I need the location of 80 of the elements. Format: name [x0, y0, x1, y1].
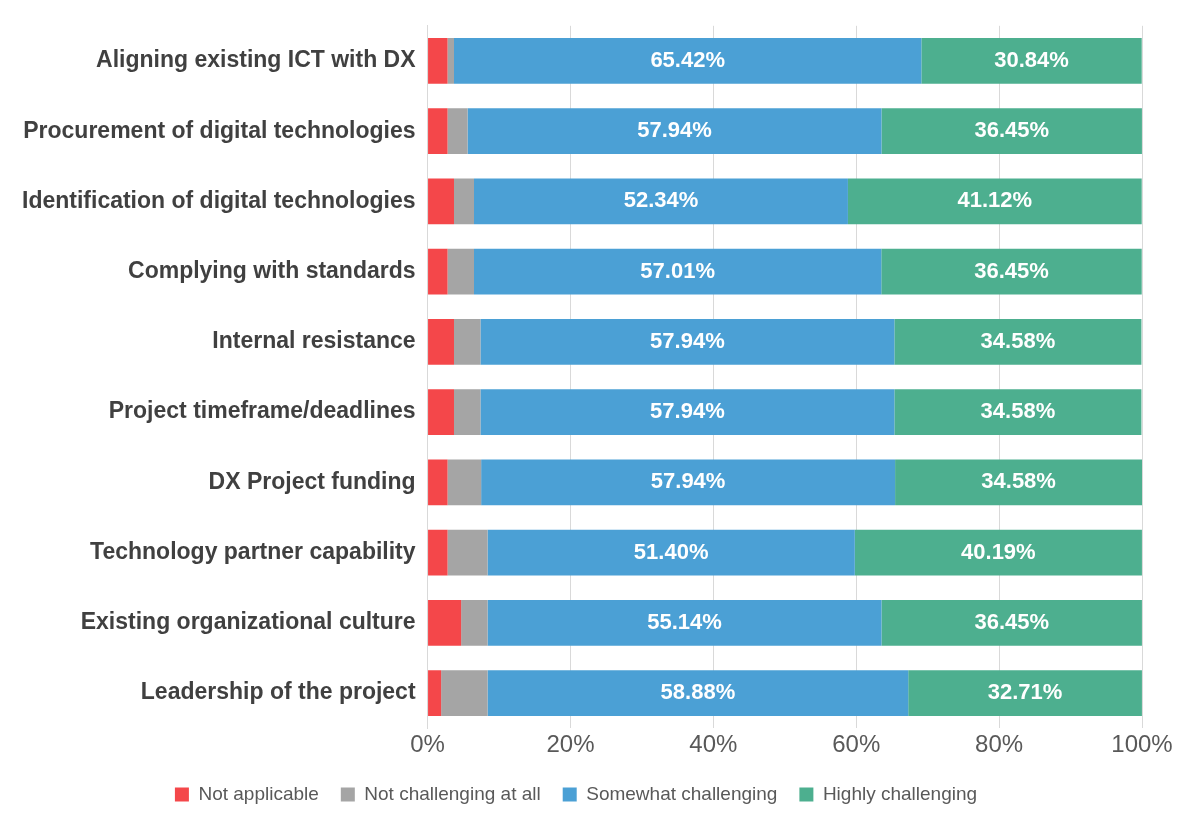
data-label: 34.58%	[980, 398, 1056, 424]
data-label: 30.84%	[994, 46, 1069, 72]
bar	[428, 108, 448, 154]
bar	[447, 38, 454, 84]
bar	[454, 319, 481, 365]
bar	[441, 670, 488, 716]
y-tick-label: Internal resistance	[212, 327, 416, 354]
bar	[480, 319, 895, 365]
data-label: 51.40%	[633, 538, 709, 564]
bar	[908, 670, 1142, 716]
bar	[881, 600, 1142, 646]
data-label: 36.45%	[974, 117, 1050, 143]
bar	[428, 248, 448, 295]
bar	[454, 389, 481, 435]
data-label: 52.34%	[623, 187, 699, 213]
y-tick-label: Aligning existing ICT with DX	[96, 46, 417, 73]
y-tick-label: Identification of digital technologies	[22, 186, 416, 213]
y-tick-label: Project timeframe/deadlines	[108, 397, 416, 424]
bar	[894, 389, 1142, 435]
bar	[847, 178, 1142, 225]
data-label: 34.58%	[981, 468, 1056, 494]
bar	[447, 248, 474, 295]
bar	[921, 38, 1142, 84]
bar	[428, 389, 454, 435]
bar	[480, 389, 895, 435]
y-tick-label: Technology partner capability	[90, 537, 416, 564]
data-label: 57.94%	[650, 468, 726, 494]
bar	[474, 178, 848, 225]
x-tick-label: 0%	[410, 730, 445, 758]
data-label: 34.58%	[980, 327, 1056, 353]
bar	[447, 529, 488, 576]
data-label: 57.01%	[640, 257, 715, 283]
bar	[467, 108, 882, 154]
x-tick-label: 80%	[975, 730, 1024, 758]
bar	[461, 600, 488, 646]
legend-label: Somewhat challenging	[586, 782, 778, 804]
bar	[894, 319, 1142, 365]
legend-label: Not challenging at all	[364, 782, 541, 804]
data-label: 41.12%	[957, 187, 1033, 213]
bar	[428, 178, 454, 225]
data-label: 36.45%	[974, 608, 1050, 634]
data-label: 32.71%	[987, 679, 1063, 705]
data-label: 65.42%	[650, 46, 725, 72]
data-label: 58.88%	[660, 679, 736, 705]
x-tick-label: 40%	[689, 730, 738, 758]
legend-label: Highly challenging	[822, 782, 978, 804]
bar	[487, 670, 909, 716]
bar	[428, 600, 462, 646]
data-label: 57.94%	[637, 117, 712, 143]
bar	[881, 108, 1142, 154]
bar	[881, 248, 1142, 295]
bar	[447, 108, 468, 154]
x-tick-label: 100%	[1111, 730, 1173, 758]
bar	[428, 459, 448, 506]
bar	[428, 319, 454, 365]
bar	[454, 38, 922, 84]
y-tick-label: Procurement of digital technologies	[23, 116, 416, 143]
data-label: 40.19%	[961, 538, 1036, 564]
data-label: 36.45%	[974, 257, 1049, 283]
bar	[428, 529, 448, 576]
y-tick-label: DX Project funding	[208, 467, 416, 494]
bar	[474, 248, 882, 295]
bar	[428, 38, 448, 84]
data-label: 57.94%	[650, 398, 725, 424]
x-tick-label: 60%	[832, 730, 881, 758]
bar	[487, 529, 855, 576]
bar	[447, 459, 482, 506]
y-tick-label: Existing organizational culture	[80, 608, 416, 635]
bar	[854, 529, 1142, 576]
legend-label: Not applicable	[198, 782, 319, 804]
x-tick-label: 20%	[546, 730, 595, 758]
bar	[454, 178, 474, 225]
bar	[481, 459, 896, 506]
y-tick-label: Leadership of the project	[140, 678, 416, 705]
bar	[487, 600, 882, 646]
y-tick-label: Complying with standards	[128, 256, 416, 283]
bar	[895, 459, 1142, 506]
data-label: 57.94%	[650, 327, 725, 353]
data-label: 55.14%	[647, 608, 722, 634]
bar	[428, 670, 442, 716]
